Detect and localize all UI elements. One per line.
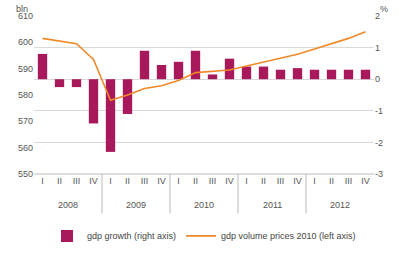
svg-text:2011: 2011	[263, 200, 282, 210]
svg-text:IV: IV	[293, 176, 302, 186]
svg-text:I: I	[177, 176, 180, 186]
svg-text:III: III	[277, 176, 285, 186]
svg-text:II: II	[125, 176, 130, 186]
svg-text:I: I	[41, 176, 44, 186]
svg-text:I: I	[313, 176, 316, 186]
svg-text:0: 0	[375, 74, 380, 84]
svg-text:2008: 2008	[58, 200, 78, 210]
svg-text:II: II	[57, 176, 62, 186]
svg-text:IV: IV	[157, 176, 166, 186]
svg-text:1: 1	[375, 43, 380, 53]
svg-text:III: III	[73, 176, 81, 186]
svg-text:-1: -1	[375, 106, 383, 116]
svg-text:600: 600	[18, 37, 33, 47]
svg-text:II: II	[261, 176, 266, 186]
svg-text:570: 570	[18, 116, 33, 126]
svg-text:bln: bln	[16, 4, 28, 14]
svg-text:550: 550	[18, 169, 33, 179]
svg-text:II: II	[329, 176, 334, 186]
svg-text:2: 2	[375, 11, 380, 21]
svg-text:2009: 2009	[126, 200, 146, 210]
svg-text:-2: -2	[375, 138, 383, 148]
svg-text:I: I	[245, 176, 248, 186]
svg-text:III: III	[141, 176, 149, 186]
svg-text:580: 580	[18, 90, 33, 100]
svg-text:I: I	[109, 176, 112, 186]
svg-text:II: II	[193, 176, 198, 186]
svg-text:-3: -3	[375, 169, 383, 179]
svg-text:gdp growth (right axis): gdp growth (right axis)	[87, 231, 176, 241]
svg-text:610: 610	[18, 11, 33, 21]
svg-text:III: III	[345, 176, 353, 186]
svg-text:gdp volume prices 2010 (left a: gdp volume prices 2010 (left axis)	[221, 231, 356, 241]
svg-text:590: 590	[18, 64, 33, 74]
svg-text:2012: 2012	[330, 200, 350, 210]
svg-text:IV: IV	[225, 176, 234, 186]
svg-text:%: %	[380, 4, 388, 14]
svg-text:IV: IV	[361, 176, 370, 186]
svg-text:560: 560	[18, 143, 33, 153]
svg-text:2010: 2010	[194, 200, 214, 210]
svg-text:IV: IV	[89, 176, 98, 186]
svg-text:III: III	[209, 176, 217, 186]
